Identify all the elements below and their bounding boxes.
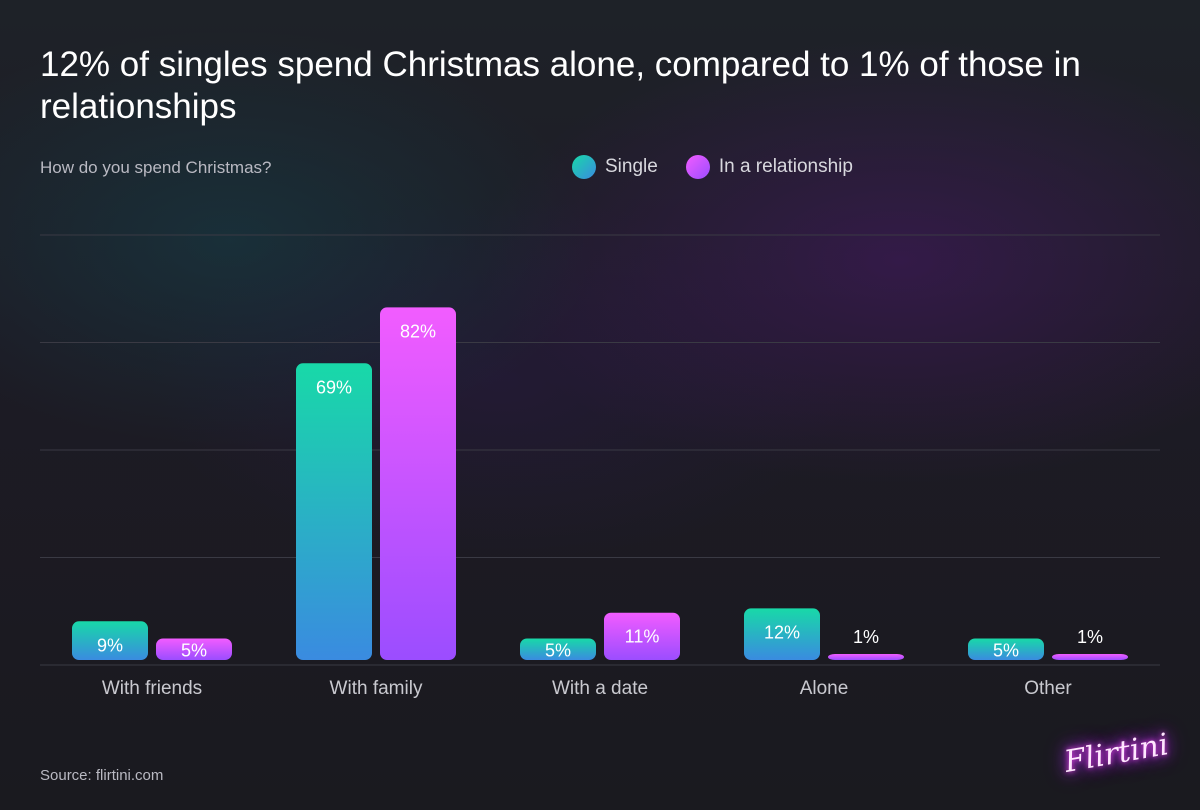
bar-relationship (828, 654, 904, 660)
bar-relationship (604, 612, 680, 660)
legend-item-relationship: In a relationship (685, 155, 853, 179)
legend-label-relationship: In a relationship (718, 156, 853, 177)
bar-relationship (1052, 654, 1128, 660)
bar-single (744, 608, 820, 660)
data-label-single: 69% (316, 377, 352, 397)
x-tick-label: Other (1024, 678, 1072, 699)
data-label-relationship: 82% (400, 321, 436, 341)
bar-relationship (156, 638, 232, 660)
x-tick-label: With friends (102, 678, 202, 699)
chart-title: 12% of singles spend Christmas alone, co… (40, 45, 1081, 126)
x-tick-label: With a date (552, 678, 648, 699)
data-label-relationship: 1% (1077, 627, 1103, 647)
source-note: Source: flirtini.com (40, 767, 164, 784)
data-label-relationship: 1% (853, 627, 879, 647)
x-tick-label: Alone (800, 678, 849, 699)
data-label-single: 5% (545, 640, 571, 660)
data-label-single: 12% (764, 622, 800, 642)
data-label-single: 5% (993, 640, 1019, 660)
bar-single (520, 638, 596, 660)
chart-subtitle: How do you spend Christmas? (40, 158, 272, 177)
legend-label-single: Single (605, 156, 658, 177)
data-label-relationship: 11% (625, 627, 660, 647)
data-label-single: 9% (97, 635, 123, 655)
x-tick-label: With family (330, 678, 423, 699)
legend-swatch-relationship (685, 155, 710, 179)
bar-relationship (380, 307, 456, 660)
bar-single (72, 621, 148, 660)
bar-single (296, 363, 372, 660)
legend-item-single: Single (572, 155, 658, 179)
bar-single (968, 638, 1044, 660)
legend: Single In a relationship (572, 155, 853, 179)
data-label-relationship: 5% (181, 640, 207, 660)
legend-swatch-single (572, 155, 596, 179)
